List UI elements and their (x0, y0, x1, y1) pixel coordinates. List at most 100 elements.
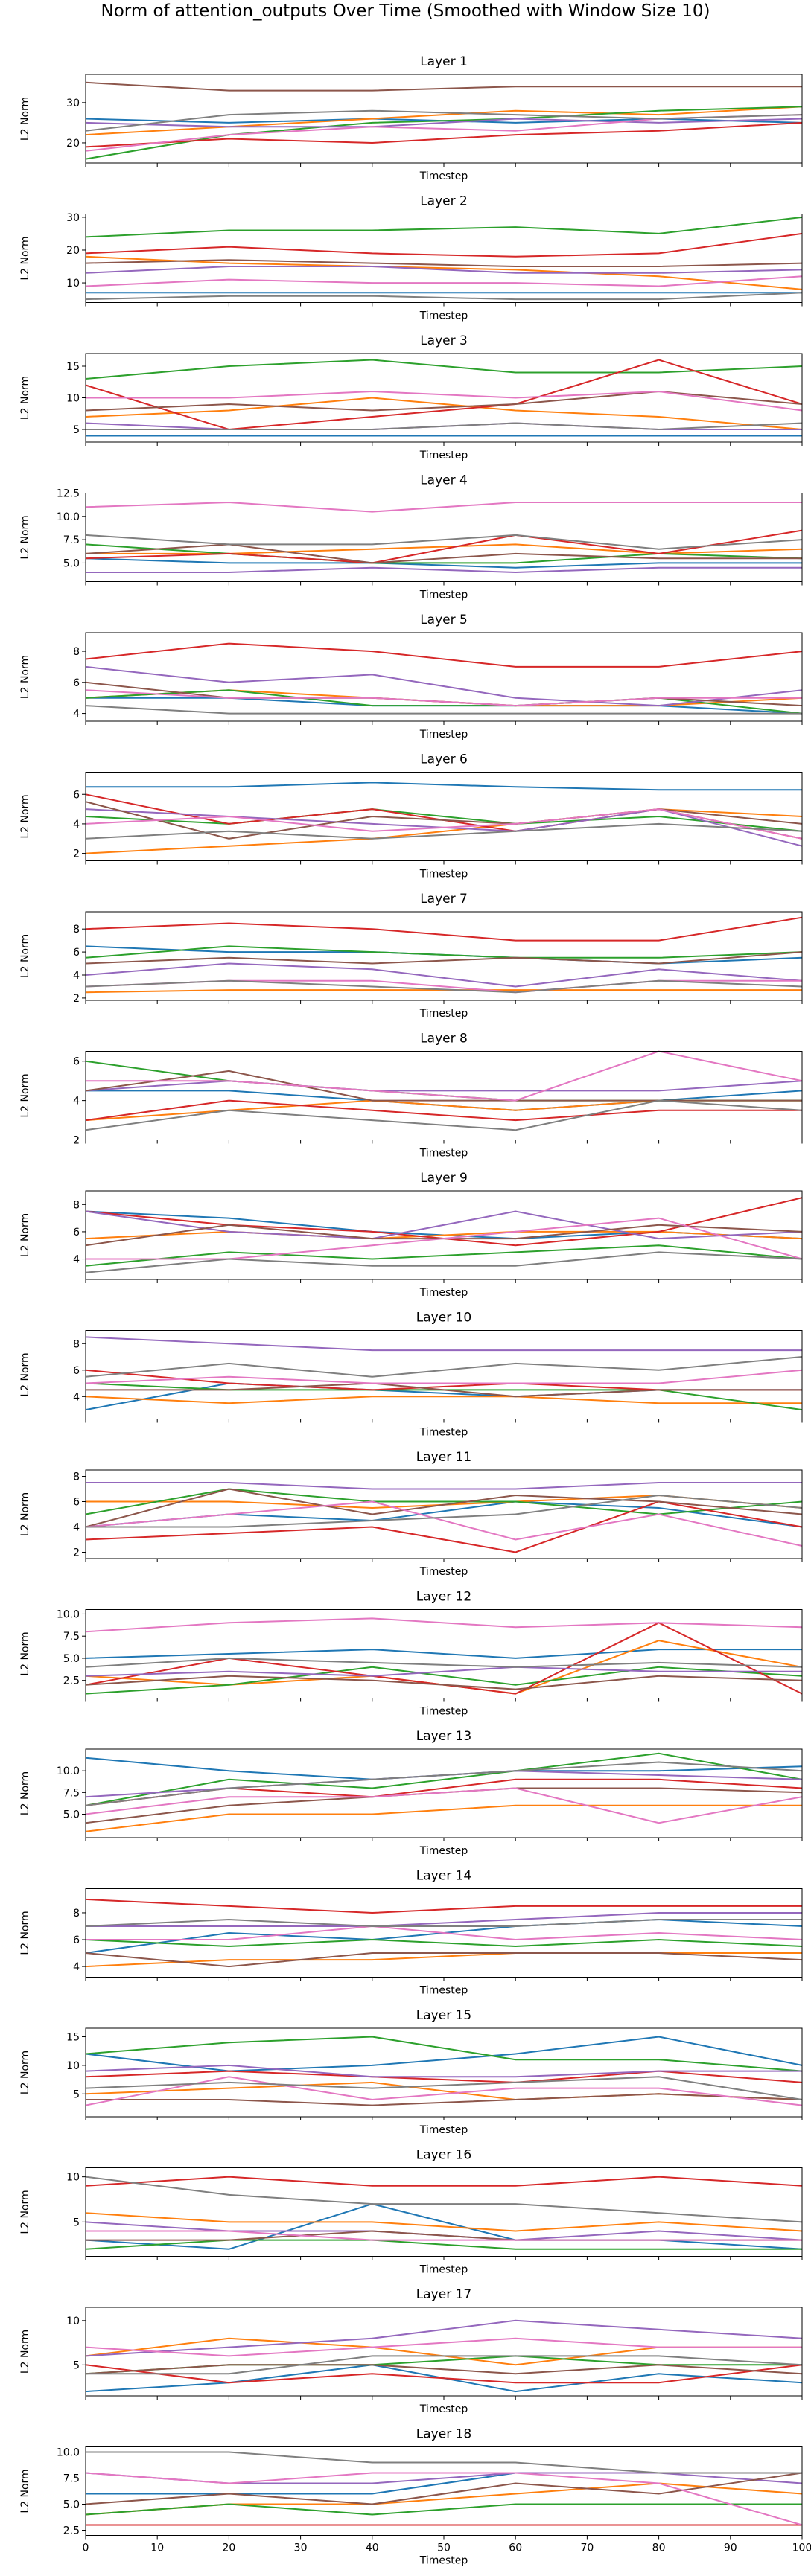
y-tick-label: 4 (73, 709, 80, 720)
series-line-layer-14-3 (85, 1938, 803, 1948)
subplot-title-layer-15: Layer 15 (416, 2008, 471, 2023)
series-line-layer-15-1 (85, 2036, 803, 2072)
series-line-layer-5-5 (85, 665, 803, 707)
y-tick-label: 8 (73, 646, 80, 658)
series-line-layer-13-3 (85, 1752, 803, 1806)
y-tick-label: 10 (66, 393, 80, 405)
x-axis-label-layer-12: Timestep (419, 1706, 468, 1718)
y-tick-label: 7.5 (63, 534, 80, 546)
x-tick-label: 70 (580, 2543, 594, 2554)
series-line-layer-1-8 (85, 109, 803, 132)
y-tick-label: 6 (73, 789, 80, 801)
y-tick-label: 2 (73, 1135, 80, 1147)
series-line-layer-16-8 (85, 2176, 803, 2223)
series-line-layer-18-3 (85, 2503, 802, 2516)
series-line-layer-11-3 (85, 1488, 803, 1515)
subplot-title-layer-7: Layer 7 (420, 892, 468, 907)
y-tick-label: 5 (73, 2359, 80, 2371)
series-line-layer-7-6 (85, 951, 803, 965)
x-axis-label-layer-5: Timestep (419, 729, 468, 741)
y-tick-label: 2.5 (63, 1675, 80, 1687)
y-tick-label: 7.5 (63, 2473, 80, 2485)
series-line-layer-6-7 (85, 808, 803, 840)
x-axis-label-layer-8: Timestep (419, 1148, 468, 1160)
series-line-layer-9-7 (86, 1217, 803, 1260)
subplot-title-layer-3: Layer 3 (420, 333, 468, 348)
series-line-layer-1-3 (85, 106, 803, 160)
subplot-layer-17: Layer 17 5 10 Timestep L2 Norm (19, 2287, 803, 2415)
series-line-layer-12-7 (85, 1617, 803, 1633)
y-axis-label-layer-3: L2 Norm (19, 376, 31, 420)
y-tick-label: 10 (66, 2315, 80, 2327)
y-tick-label: 10.0 (57, 2447, 80, 2459)
series-line-layer-11-4 (85, 1500, 803, 1553)
series-line-layer-15-8 (85, 2076, 803, 2100)
series-line-layer-1-5 (85, 118, 803, 128)
series-line-layer-12-8 (85, 1657, 803, 1668)
x-axis-label-layer-18: Timestep (419, 2555, 468, 2567)
subplot-title-layer-9: Layer 9 (420, 1171, 468, 1186)
y-tick-label: 5 (73, 2088, 80, 2100)
series-line-layer-3-2 (85, 397, 803, 430)
y-tick-label: 8 (73, 1199, 80, 1211)
series-line-layer-12-6 (85, 1675, 803, 1690)
series-line-layer-15-6 (86, 2093, 803, 2106)
subplot-layer-1: Layer 1 20 30 Timestep L2 Norm (19, 54, 803, 182)
series-line-layer-17-7 (85, 2337, 802, 2357)
x-tick-label: 90 (724, 2543, 737, 2554)
y-tick-label: 5.0 (63, 1809, 80, 1821)
y-axis-label-layer-7: L2 Norm (19, 934, 31, 978)
subplot-title-layer-1: Layer 1 (420, 54, 468, 69)
series-line-layer-15-5 (85, 2064, 802, 2078)
series-line-layer-15-7 (85, 2076, 803, 2106)
subplot-layer-18: Layer 18 2.5 5.0 7.5 10.0 0 10 20 30 40 50 60 70 80 90… (19, 2427, 811, 2567)
y-tick-label: 8 (73, 1338, 80, 1350)
series-line-layer-17-4 (85, 2364, 803, 2384)
y-tick-label: 6 (73, 947, 80, 959)
subplot-layer-6: Layer 6 2 4 6 Timestep L2 Norm (19, 752, 803, 880)
subplot-layer-4: Layer 4 5.0 7.5 10.0 12.5 Timestep L2 Norm (19, 473, 803, 601)
series-line-layer-6-2 (85, 808, 803, 854)
series-line-layer-4-4 (85, 529, 803, 564)
series-line-layer-9-3 (85, 1244, 803, 1267)
series-line-layer-9-8 (85, 1251, 803, 1273)
subplot-layer-3: Layer 3 5 10 15 Timestep L2 Norm (19, 333, 803, 461)
axes-frame-layer-13 (85, 1748, 803, 1838)
x-axis-label-layer-2: Timestep (419, 310, 468, 322)
series-line-layer-18-5 (85, 2472, 803, 2484)
series-line-layer-16-1 (85, 2203, 803, 2250)
series-line-layer-11-5 (86, 1482, 802, 1490)
series-line-layer-12-5 (85, 1666, 802, 1677)
y-axis-label-layer-5: L2 Norm (19, 655, 31, 699)
series-line-layer-3-7 (86, 390, 803, 412)
series-line-layer-16-3 (85, 2239, 802, 2250)
series-line-layer-4-2 (86, 543, 803, 554)
y-tick-label: 4 (73, 1391, 80, 1403)
series-line-layer-8-8 (85, 1099, 803, 1131)
y-tick-label: 8 (73, 1908, 80, 1920)
series-line-layer-4-6 (85, 543, 802, 564)
axes-frame-layer-10 (85, 1330, 803, 1419)
series-line-layer-17-6 (85, 2364, 803, 2375)
series-line-layer-11-6 (85, 1488, 803, 1528)
series-line-layer-18-7 (85, 2472, 803, 2526)
y-tick-label: 5 (73, 2217, 80, 2228)
y-tick-label: 4 (73, 1522, 80, 1534)
series-line-layer-16-7 (86, 2230, 802, 2241)
x-axis-label-layer-11: Timestep (419, 1566, 468, 1578)
subplot-layer-8: Layer 8 2 4 6 Timestep L2 Norm (19, 1032, 803, 1160)
y-axis-label-layer-10: L2 Norm (19, 1352, 31, 1396)
series-line-layer-4-8 (85, 534, 803, 550)
x-axis-label-layer-7: Timestep (419, 1008, 468, 1020)
y-tick-label: 6 (73, 677, 80, 689)
series-line-layer-3-4 (85, 359, 803, 431)
series-line-layer-4-3 (85, 543, 803, 564)
subplot-layer-5: Layer 5 4 6 8 Timestep L2 Norm (19, 613, 803, 741)
subplot-layer-14: Layer 14 4 6 8 Timestep L2 Norm (19, 1869, 803, 1997)
subplot-layer-13: Layer 13 5.0 7.5 10.0 Timestep L2 Norm (19, 1729, 803, 1857)
subplot-title-layer-2: Layer 2 (420, 194, 468, 209)
y-tick-label: 10.0 (57, 511, 80, 523)
series-line-layer-5-8 (85, 705, 802, 715)
series-line-layer-14-7 (86, 1925, 803, 1941)
series-line-layer-13-7 (85, 1787, 803, 1824)
